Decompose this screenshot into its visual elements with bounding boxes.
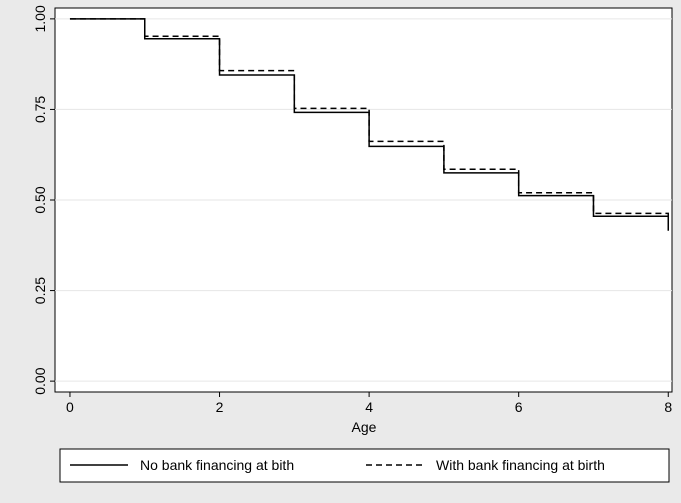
legend: No bank financing at bith With bank finan… [59,448,670,483]
series-line-1 [69,18,670,231]
y-tick-label: 1.00 [32,5,48,32]
series-lines [69,18,670,231]
x-axis-title: Age [352,419,377,435]
y-tick-label: 0.50 [32,186,48,213]
y-tick-label: 0.25 [32,277,48,304]
x-tick-label: 0 [66,399,74,415]
gridlines [55,18,672,382]
legend-box [59,448,670,483]
x-tick-label: 4 [365,399,373,415]
legend-label-1: No bank financing at bith [140,457,294,473]
x-tick-label: 6 [515,399,523,415]
legend-label-2: With bank financing at birth [436,457,605,473]
axes: 0.00 0.25 0.50 0.75 1.00 0 2 4 6 8 [32,5,672,415]
x-tick-label: 2 [216,399,224,415]
x-tick-label: 8 [664,399,672,415]
series-line-2 [69,18,670,218]
y-tick-label: 0.00 [32,367,48,394]
y-tick-label: 0.75 [32,96,48,123]
